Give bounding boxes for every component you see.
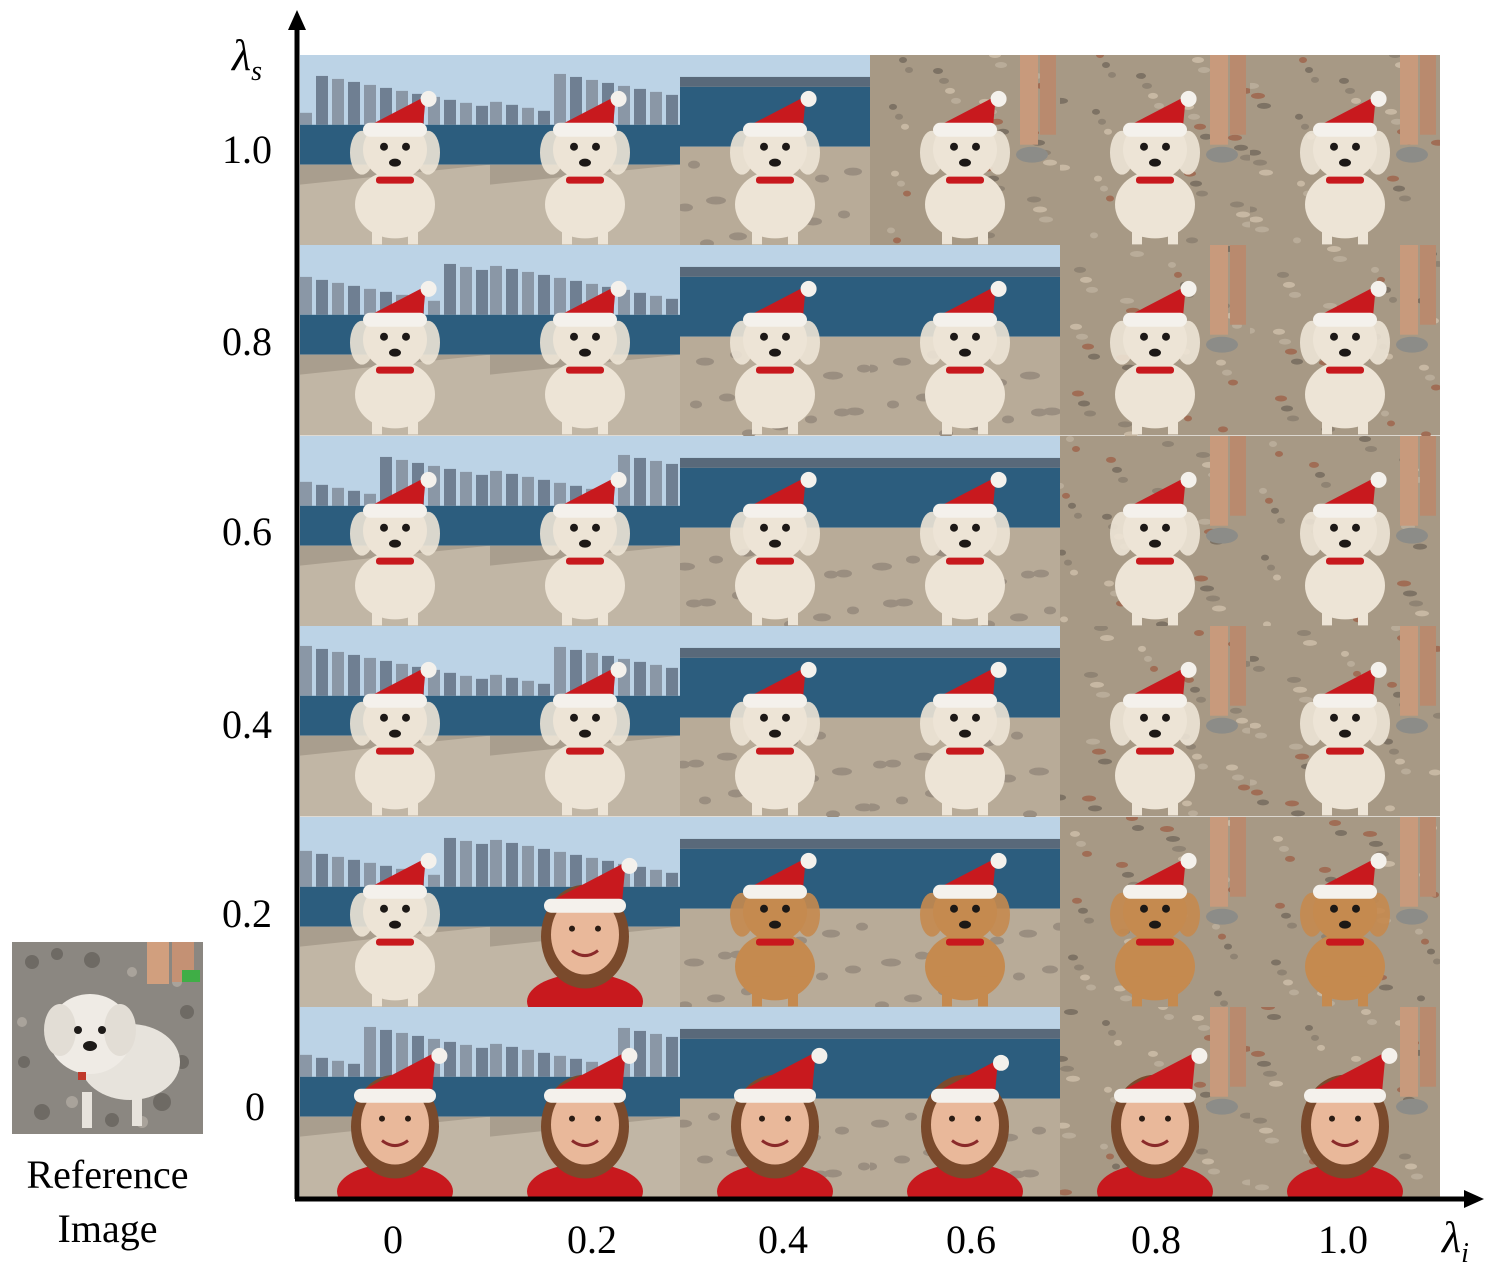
y-tick-label: 1.0 (222, 127, 272, 172)
grid-image-dog (1060, 435, 1250, 627)
reference-label-line2: Image (57, 1206, 158, 1251)
x-axis-arrow (1464, 1190, 1484, 1208)
grid-image-dog (1060, 245, 1250, 436)
grid-image-dog (1060, 55, 1250, 246)
grid-image-child (870, 1006, 1060, 1198)
y-axis-label: λs (232, 31, 262, 87)
x-tick-label: 0.6 (946, 1217, 996, 1262)
grid-image-dog (1250, 245, 1440, 436)
grid-image-dog (680, 55, 870, 246)
grid-image-dog (1060, 626, 1250, 817)
x-tick-label: 0 (383, 1217, 403, 1262)
reference-label-line1: Reference (26, 1152, 189, 1197)
grid-image-dog (1250, 55, 1440, 246)
grid-image-dog (490, 55, 680, 246)
grid-image-dog (870, 435, 1060, 627)
y-axis-arrow (288, 10, 306, 30)
grid-image-dog (490, 245, 680, 436)
grid-image-person (490, 816, 680, 1007)
grid-image-dog (870, 55, 1060, 246)
y-tick-label: 0.6 (222, 509, 272, 554)
grid-image-brown-dog (1060, 816, 1250, 1007)
y-tick-label: 0 (245, 1084, 265, 1129)
grid-image-dog (870, 626, 1060, 817)
grid-image-dog (870, 245, 1060, 436)
grid-image-dog (300, 55, 490, 246)
grid-image-person (300, 1006, 490, 1198)
grid-image-dog (300, 245, 490, 436)
x-axis-label: λi (1442, 1213, 1469, 1269)
grid-image-dog (490, 626, 680, 817)
grid-image-person (1060, 1006, 1250, 1198)
grid-image-dog (490, 435, 680, 627)
grid-image-dog (300, 435, 490, 627)
grid-image-dog (1250, 435, 1440, 627)
y-tick-label: 0.8 (222, 319, 272, 364)
reference-image-label: Reference Image (0, 1148, 215, 1256)
grid-image-dog (680, 435, 870, 627)
x-tick-label: 0.8 (1131, 1217, 1181, 1262)
x-tick-label: 0.2 (567, 1217, 617, 1262)
grid-image-dog (680, 245, 870, 436)
grid-image-person (490, 1006, 680, 1198)
grid-image-person (680, 1006, 870, 1198)
grid-image-brown-dog (870, 816, 1060, 1007)
reference-image (12, 942, 203, 1134)
grid-image-dog (680, 626, 870, 817)
x-tick-label: 0.4 (758, 1217, 808, 1262)
grid-image-brown-dog (1250, 816, 1440, 1007)
grid-image-dog (300, 626, 490, 817)
grid-image-person (1250, 1006, 1440, 1198)
grid-image-brown-dog (680, 816, 870, 1007)
y-tick-label: 0.4 (222, 702, 272, 747)
image-grid (300, 55, 1440, 1198)
x-tick-label: 1.0 (1318, 1217, 1368, 1262)
grid-image-dog (300, 816, 490, 1007)
grid-image-dog (1250, 626, 1440, 817)
y-tick-label: 0.2 (222, 891, 272, 936)
